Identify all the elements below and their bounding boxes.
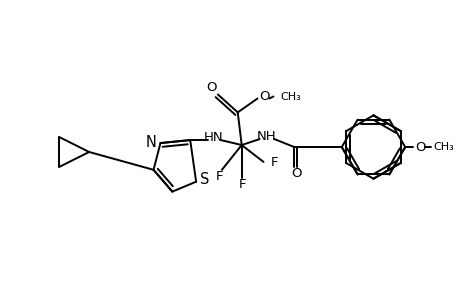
- Text: F: F: [238, 178, 246, 191]
- Text: O: O: [291, 167, 301, 180]
- Text: F: F: [216, 170, 223, 183]
- Text: CH₃: CH₃: [280, 92, 301, 101]
- Text: O: O: [259, 90, 269, 103]
- Text: CH₃: CH₃: [432, 142, 453, 152]
- Text: S: S: [200, 172, 209, 187]
- Text: HN: HN: [204, 130, 223, 144]
- Text: NH: NH: [256, 130, 276, 142]
- Text: O: O: [414, 140, 425, 154]
- Text: O: O: [206, 81, 217, 94]
- Text: N: N: [146, 135, 157, 150]
- Text: F: F: [270, 156, 277, 170]
